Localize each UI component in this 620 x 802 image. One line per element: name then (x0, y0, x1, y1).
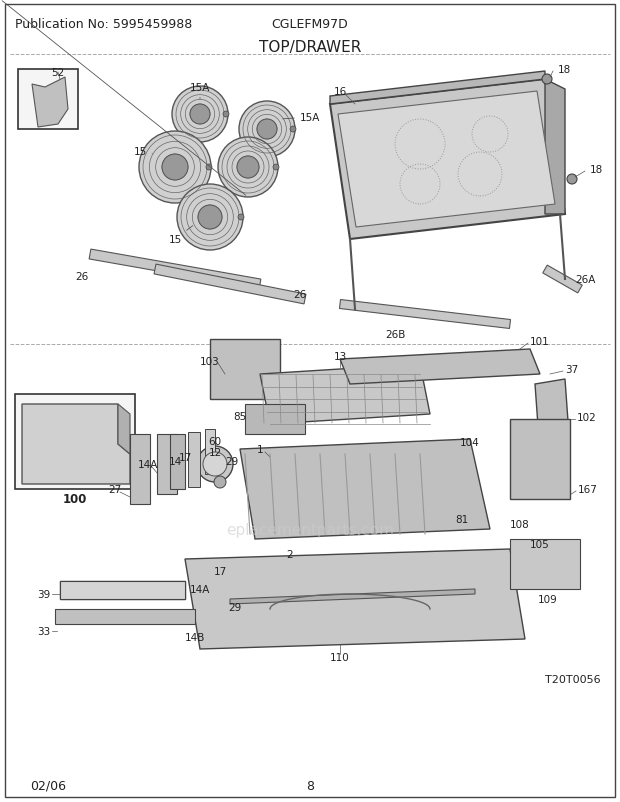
Circle shape (237, 157, 259, 179)
Text: 29: 29 (228, 602, 242, 612)
Circle shape (172, 87, 228, 143)
Text: 18: 18 (558, 65, 571, 75)
Circle shape (218, 138, 278, 198)
Circle shape (239, 102, 295, 158)
FancyBboxPatch shape (188, 432, 200, 488)
Polygon shape (338, 92, 555, 228)
Text: 14A: 14A (190, 585, 210, 594)
Circle shape (214, 476, 226, 488)
Circle shape (206, 164, 212, 171)
Circle shape (177, 184, 243, 251)
Text: 108: 108 (510, 520, 530, 529)
Circle shape (139, 132, 211, 204)
Text: 110: 110 (330, 652, 350, 662)
Text: 2: 2 (286, 549, 293, 559)
Text: 103: 103 (200, 357, 220, 367)
Text: 102: 102 (577, 412, 596, 423)
Text: 13: 13 (334, 351, 347, 362)
Text: 101: 101 (530, 337, 550, 346)
Text: 26: 26 (293, 290, 307, 300)
Polygon shape (535, 379, 570, 455)
Polygon shape (118, 404, 130, 455)
Circle shape (290, 127, 296, 133)
Text: 26: 26 (76, 272, 89, 282)
FancyBboxPatch shape (245, 404, 305, 435)
Polygon shape (330, 80, 565, 240)
FancyBboxPatch shape (130, 435, 150, 504)
Text: 105: 105 (530, 539, 550, 549)
Text: 167: 167 (578, 484, 598, 494)
Text: 52: 52 (51, 68, 64, 78)
Text: 26B: 26B (385, 330, 405, 339)
Text: 1: 1 (257, 444, 264, 455)
Circle shape (162, 155, 188, 180)
Polygon shape (154, 265, 306, 305)
Polygon shape (60, 581, 185, 599)
Text: 15A: 15A (283, 113, 320, 123)
Circle shape (238, 215, 244, 221)
Text: 14A: 14A (138, 460, 158, 469)
Text: 39: 39 (37, 589, 50, 599)
Text: 81: 81 (455, 514, 468, 525)
FancyBboxPatch shape (55, 610, 195, 624)
Circle shape (223, 111, 229, 118)
Text: 60: 60 (208, 436, 221, 447)
FancyBboxPatch shape (170, 435, 185, 489)
Circle shape (257, 119, 277, 140)
Polygon shape (542, 265, 582, 294)
Text: 16: 16 (334, 87, 347, 97)
Text: 14B: 14B (185, 632, 205, 642)
Text: 37: 37 (565, 365, 578, 375)
Polygon shape (89, 249, 261, 290)
Polygon shape (340, 300, 510, 329)
Text: 33: 33 (37, 626, 50, 636)
Circle shape (203, 452, 227, 476)
Text: 02/06: 02/06 (30, 779, 66, 792)
Text: 29: 29 (225, 456, 238, 467)
FancyBboxPatch shape (157, 435, 177, 494)
Text: 109: 109 (538, 594, 558, 604)
Text: 26A: 26A (575, 274, 595, 285)
Polygon shape (545, 80, 565, 215)
Circle shape (273, 164, 279, 171)
Polygon shape (185, 549, 525, 649)
Text: 104: 104 (460, 437, 480, 448)
Text: 27: 27 (108, 484, 122, 494)
Text: 17: 17 (179, 452, 192, 463)
Text: Publication No: 5995459988: Publication No: 5995459988 (15, 18, 192, 31)
Circle shape (542, 75, 552, 85)
FancyBboxPatch shape (510, 539, 580, 589)
FancyBboxPatch shape (205, 429, 215, 475)
Text: CGLEFM97D: CGLEFM97D (272, 18, 348, 31)
FancyBboxPatch shape (60, 581, 185, 599)
Text: T20T0056: T20T0056 (545, 674, 601, 684)
Circle shape (197, 447, 233, 482)
Text: 17: 17 (213, 566, 227, 577)
Text: 100: 100 (63, 493, 87, 506)
FancyBboxPatch shape (15, 395, 135, 489)
Polygon shape (22, 404, 130, 484)
Text: 15A: 15A (190, 83, 210, 100)
Text: 85: 85 (233, 411, 247, 422)
Polygon shape (330, 72, 545, 105)
Polygon shape (240, 439, 490, 539)
Circle shape (567, 175, 577, 184)
Text: 15: 15 (133, 147, 153, 157)
Circle shape (190, 105, 210, 125)
Text: 14: 14 (169, 456, 182, 467)
Polygon shape (230, 589, 475, 604)
Text: 15: 15 (169, 226, 193, 245)
Circle shape (198, 206, 222, 229)
FancyBboxPatch shape (210, 339, 280, 399)
Polygon shape (32, 78, 68, 128)
FancyBboxPatch shape (18, 70, 78, 130)
Text: TOP/DRAWER: TOP/DRAWER (259, 40, 361, 55)
Polygon shape (260, 365, 430, 424)
FancyBboxPatch shape (510, 419, 570, 500)
Polygon shape (340, 350, 540, 384)
Text: 8: 8 (306, 779, 314, 792)
Text: eplacementparts.com: eplacementparts.com (226, 522, 394, 537)
Text: 18: 18 (590, 164, 603, 175)
Text: 12: 12 (208, 448, 221, 457)
